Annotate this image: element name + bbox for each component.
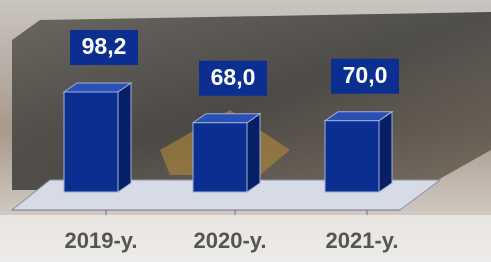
bar-side [118, 83, 131, 192]
x-tick-label: 2020-y. [194, 228, 267, 253]
value-label: 98,2 [82, 33, 127, 59]
bar [64, 92, 118, 192]
bar-side [247, 114, 260, 192]
bar [325, 121, 379, 192]
chart: 98,2 68,0 70,0 2019-y. 2020-y. 2021-y. [0, 0, 491, 262]
x-tick-label: 2019-y. [65, 228, 138, 253]
bar-side [379, 112, 392, 192]
value-label: 70,0 [343, 62, 388, 88]
x-tick-label: 2021-y. [326, 228, 399, 253]
value-label: 68,0 [211, 64, 256, 90]
bar [193, 123, 247, 192]
